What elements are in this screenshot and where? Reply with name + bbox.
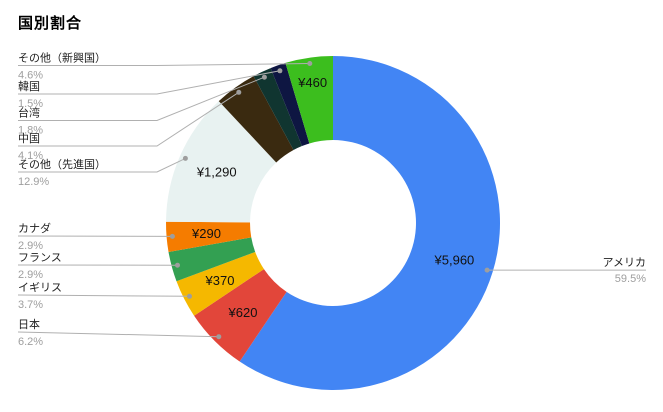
leader-taiwan: 台湾 1.8% xyxy=(18,74,267,137)
leader-line xyxy=(18,76,265,121)
leader-line xyxy=(18,70,280,95)
percent-label: 2.9% xyxy=(18,240,43,252)
value-label: ¥1,290 xyxy=(196,165,237,180)
pie-slice-other-developed[interactable] xyxy=(166,101,277,223)
value-label: ¥620 xyxy=(228,305,258,320)
pie-slice-other-emerging[interactable] xyxy=(285,56,333,144)
leader-line xyxy=(18,91,240,147)
leader-dot xyxy=(175,262,180,268)
leader-dot xyxy=(236,89,242,95)
pie-slice-uk[interactable] xyxy=(176,251,264,316)
leader-other-developed: その他（先進国） 12.9% xyxy=(18,155,188,188)
category-label: その他（先進国） xyxy=(18,158,106,171)
percent-label: 6.2% xyxy=(18,336,43,348)
leader-usa: アメリカ 59.5% xyxy=(484,256,646,285)
leader-dot xyxy=(484,267,490,273)
pie-slice-france[interactable] xyxy=(168,237,256,282)
leader-dot xyxy=(277,68,283,74)
category-label: その他（新興国） xyxy=(18,51,106,65)
category-label: フランス xyxy=(18,252,62,264)
leader-line xyxy=(18,63,310,66)
category-label: イギリス xyxy=(18,281,62,294)
percent-label: 12.9% xyxy=(18,176,49,188)
percent-label: 2.9% xyxy=(18,269,43,281)
chart-title: 国別割合 xyxy=(18,15,83,32)
leader-dot xyxy=(187,293,192,299)
percent-label: 4.1% xyxy=(18,150,43,162)
percent-label: 1.8% xyxy=(18,125,43,137)
pie-slice-canada[interactable] xyxy=(166,221,252,252)
leader-dot xyxy=(307,61,313,66)
category-label: 台湾 xyxy=(18,106,40,120)
percent-label: 3.7% xyxy=(18,299,43,311)
pie-slice-usa[interactable] xyxy=(239,56,501,390)
category-label: 韓国 xyxy=(18,80,40,93)
leader-korea: 韓国 1.5% xyxy=(18,68,283,110)
value-label: ¥5,960 xyxy=(434,253,475,268)
percent-label: 4.6% xyxy=(18,70,43,82)
leader-france: フランス 2.9% xyxy=(17,252,180,281)
leader-canada: カナダ 2.9% xyxy=(17,221,175,252)
pie-slice-taiwan[interactable] xyxy=(253,68,302,150)
leader-line xyxy=(17,331,219,338)
leader-dot xyxy=(216,334,222,340)
value-label: ¥460 xyxy=(297,75,327,90)
category-label: アメリカ xyxy=(603,256,646,269)
leader-japan: 日本 6.2% xyxy=(17,317,222,348)
category-label: 中国 xyxy=(18,132,40,145)
value-label: ¥290 xyxy=(191,226,221,241)
category-label: カナダ xyxy=(18,221,51,235)
leader-line xyxy=(18,157,186,173)
value-label: ¥370 xyxy=(205,273,235,288)
percent-label: 59.5% xyxy=(615,273,646,285)
pie-slice-china[interactable] xyxy=(218,76,294,163)
leader-china: 中国 4.1% xyxy=(18,89,242,162)
leader-dot xyxy=(182,155,188,161)
pie-slices xyxy=(166,56,501,390)
leader-dot xyxy=(169,233,175,239)
leader-uk: イギリス 3.7% xyxy=(17,281,192,311)
pie-slice-korea[interactable] xyxy=(270,62,310,147)
leader-dot xyxy=(261,74,267,80)
leader-other-emerging: その他（新興国） 4.6% xyxy=(18,51,313,82)
leader-line xyxy=(17,294,190,297)
percent-label: 1.5% xyxy=(18,98,43,110)
category-label: 日本 xyxy=(18,317,40,331)
